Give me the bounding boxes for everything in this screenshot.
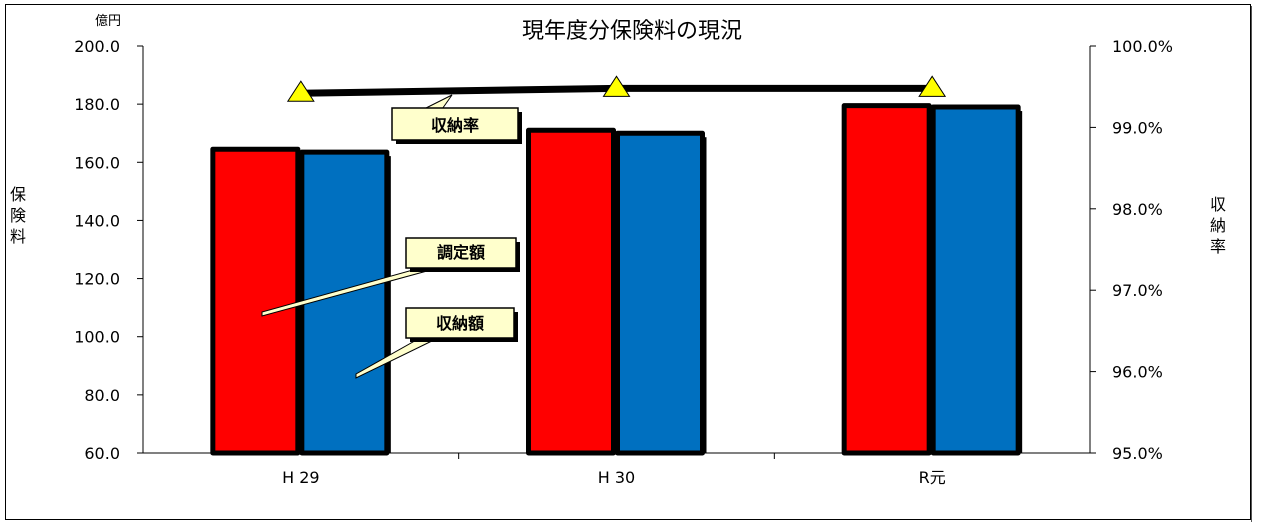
y-right-tick-label: 99.0% xyxy=(1112,118,1163,137)
y-left-ticks: 60.0 80.0 100.0 120.0 140.0 160.0 180.0 200.0 xyxy=(74,37,143,463)
rate-marker xyxy=(286,80,315,102)
chart-frame-shadow xyxy=(1251,6,1255,522)
callout-collected: 収納額 xyxy=(355,307,518,379)
y-right-tick-label: 95.0% xyxy=(1112,444,1163,463)
bar xyxy=(930,104,1021,456)
y-left-tick-label: 140.0 xyxy=(74,211,120,230)
y-right-label: 収納率 xyxy=(1210,195,1226,256)
y-left-unit: 億円 xyxy=(95,13,121,29)
x-tick-label: H 29 xyxy=(282,468,319,487)
y-left-tick-label: 180.0 xyxy=(74,95,120,114)
bar xyxy=(841,103,932,456)
x-ticks: H 29 H 30 R元 xyxy=(282,453,946,487)
y-left-tick-label: 160.0 xyxy=(74,153,120,172)
y-left-tick-label: 100.0 xyxy=(74,328,120,347)
callout-assessed-label: 調定額 xyxy=(437,243,485,262)
y-right-tick-label: 96.0% xyxy=(1112,363,1163,382)
callout-assessed: 調定額 xyxy=(261,237,520,317)
bar xyxy=(615,130,705,456)
bar xyxy=(299,149,390,456)
y-left-tick-label: 60.0 xyxy=(84,444,120,463)
bar xyxy=(210,146,301,456)
y-right-ticks: 95.0% 96.0% 97.0% 98.0% 99.0% 100.0% xyxy=(1090,37,1173,463)
x-tick-label: R元 xyxy=(919,468,946,487)
y-right-tick-label: 98.0% xyxy=(1112,200,1163,219)
bars xyxy=(210,103,1023,456)
y-left-tick-label: 200.0 xyxy=(74,37,120,56)
chart-title: 現年度分保険料の現況 xyxy=(522,19,742,44)
rate-marker xyxy=(602,75,631,97)
rate-line xyxy=(286,75,947,102)
callout-rate-label: 収納率 xyxy=(431,116,479,135)
x-tick-label: H 30 xyxy=(598,468,635,487)
y-right-tick-label: 100.0% xyxy=(1112,37,1173,56)
callout-collected-label: 収納額 xyxy=(436,314,484,333)
y-left-tick-label: 120.0 xyxy=(74,270,120,289)
bar xyxy=(526,127,616,456)
y-left-tick-label: 80.0 xyxy=(84,386,120,405)
callout-rate: 収納率 xyxy=(391,94,522,144)
rate-marker xyxy=(918,75,947,97)
y-left-label: 保険料 xyxy=(10,185,26,246)
y-right-tick-label: 97.0% xyxy=(1112,281,1163,300)
chart-frame xyxy=(5,4,1251,520)
